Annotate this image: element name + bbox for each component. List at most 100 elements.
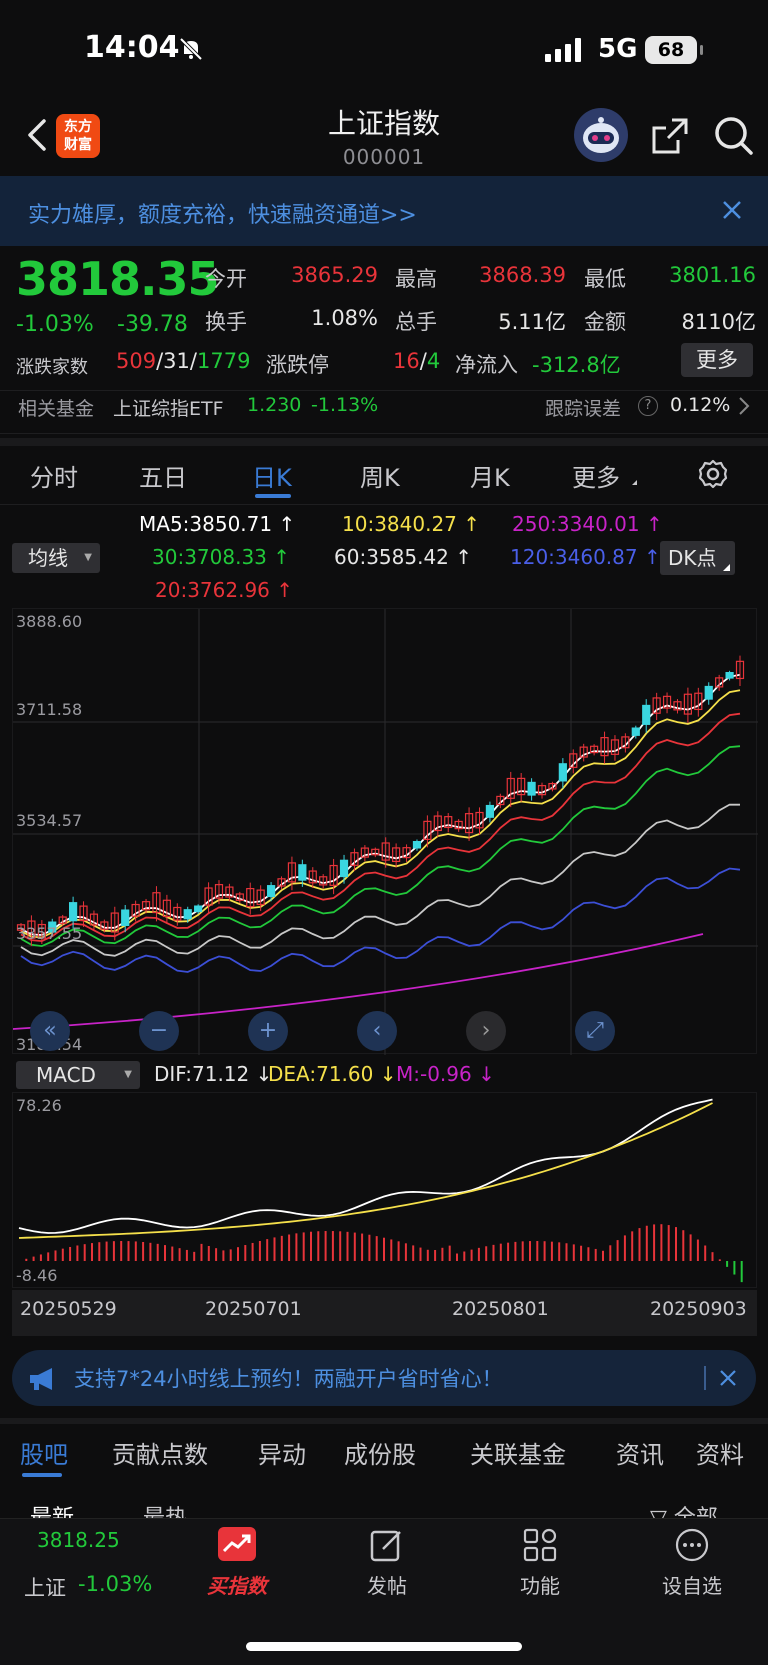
volume-value: 5.11亿 (498, 310, 566, 334)
more-dots-icon[interactable] (674, 1527, 710, 1563)
limit-values: 16/4 (393, 349, 441, 373)
tracking-label: 跟踪误差 (545, 398, 622, 420)
share-icon[interactable] (650, 116, 690, 156)
promo-banner[interactable] (12, 1350, 756, 1406)
active-tab-indicator (255, 494, 291, 498)
assistant-robot-icon[interactable] (574, 108, 628, 162)
ma30-value: 30:3708.33 ↑ (152, 545, 291, 569)
tab-monthly-k[interactable]: 月K (470, 464, 510, 492)
chevron-right-icon[interactable] (738, 396, 750, 416)
candle (371, 848, 380, 856)
tracking-value: 0.12% (670, 394, 731, 416)
tab-more[interactable]: 更多 (572, 464, 620, 492)
scroll-left-fast-icon[interactable]: « (30, 1011, 70, 1051)
tab-related-funds[interactable]: 关联基金 (470, 1441, 566, 1469)
ma30-line (20, 745, 741, 948)
kline-chart[interactable] (12, 608, 758, 1055)
divider (0, 504, 768, 505)
zoom-out-icon[interactable]: − (139, 1011, 179, 1051)
buy-index-button[interactable]: 买指数 (207, 1574, 267, 1598)
ma60-line (20, 803, 741, 957)
candle (266, 885, 276, 898)
candle (590, 745, 599, 754)
related-fund-row[interactable] (0, 390, 768, 434)
candle (579, 746, 588, 758)
candle (298, 864, 307, 881)
macd-dif: DIF:71.12 ↓ (154, 1062, 273, 1086)
tab-weekly-k[interactable]: 周K (360, 464, 400, 492)
close-icon[interactable] (718, 1368, 738, 1388)
add-watchlist-button[interactable]: 设自选 (662, 1574, 722, 1598)
ma-selector[interactable]: 均线 ▼ (12, 543, 100, 573)
candle (621, 736, 630, 749)
tab-contribution[interactable]: 贡献点数 (112, 1441, 208, 1469)
y-axis-label-top: 3888.60 (16, 612, 83, 631)
ad-banner[interactable] (0, 176, 768, 246)
ma120-line (20, 867, 741, 973)
y-axis-label: 3534.57 (16, 811, 83, 830)
ma60-value: 60:3585.42 ↑ (334, 545, 473, 569)
candle (256, 889, 265, 906)
fullscreen-icon[interactable]: ⤢ (575, 1011, 615, 1051)
date-label: 20250903 (650, 1298, 747, 1320)
open-label: 今开 (205, 267, 247, 291)
tab-movement[interactable]: 异动 (258, 1441, 306, 1469)
ma10-line (20, 689, 741, 939)
macd-chart[interactable] (12, 1092, 757, 1288)
candle (339, 859, 349, 878)
inflow-label: 净流入 (455, 353, 518, 377)
search-icon[interactable] (712, 114, 754, 156)
functions-button[interactable]: 功能 (520, 1574, 560, 1598)
tab-profile[interactable]: 资料 (696, 1441, 744, 1469)
ad-banner-text[interactable]: 实力雄厚，额度充裕，快速融资通道>> (28, 203, 417, 228)
candle (287, 862, 297, 883)
candle (277, 878, 286, 887)
tab-five-day[interactable]: 五日 (139, 464, 187, 492)
fund-name[interactable]: 上证综指ETF (113, 398, 224, 420)
indicator-selector[interactable]: MACD ▼ (16, 1061, 140, 1089)
scroll-right-icon[interactable]: › (466, 1011, 506, 1051)
date-label: 20250529 (20, 1298, 117, 1320)
close-icon[interactable] (720, 198, 744, 222)
date-label: 20250801 (452, 1298, 549, 1320)
more-button[interactable]: 更多 (681, 343, 753, 377)
candle (527, 781, 536, 796)
fund-pct: -1.13% (311, 394, 379, 416)
divider (0, 438, 768, 446)
candle (662, 695, 672, 709)
turnover-label: 换手 (205, 310, 247, 334)
post-icon[interactable] (369, 1527, 405, 1563)
functions-grid-icon[interactable] (522, 1527, 558, 1563)
candle (141, 901, 151, 911)
post-button[interactable]: 发帖 (367, 1574, 407, 1598)
buy-index-icon[interactable] (218, 1527, 256, 1561)
help-icon[interactable]: ? (638, 396, 658, 416)
tab-guba[interactable]: 股吧 (20, 1441, 68, 1469)
promo-text[interactable]: 支持7*24小时线上预约！两融开户省时省心！ (74, 1367, 503, 1391)
candle (162, 899, 171, 918)
dk-point-button[interactable]: DK点 (660, 541, 735, 575)
back-icon[interactable] (24, 115, 50, 155)
date-label: 20250701 (205, 1298, 302, 1320)
stock-code: 000001 (342, 145, 426, 169)
scroll-left-icon[interactable]: ‹ (357, 1011, 397, 1051)
candle (214, 884, 224, 899)
divider (0, 1418, 768, 1424)
tab-news[interactable]: 资讯 (616, 1441, 664, 1469)
fund-price: 1.230 (247, 394, 302, 416)
change-percent: -1.03% (16, 312, 94, 337)
ma250-line (12, 933, 704, 1030)
bottom-toolbar (0, 1518, 768, 1665)
fund-label: 相关基金 (18, 398, 95, 420)
tab-daily-k[interactable]: 日K (252, 464, 292, 492)
settings-gear-icon[interactable] (697, 458, 729, 490)
macd-axis-bottom: -8.46 (16, 1266, 58, 1285)
low-value: 3801.16 (669, 263, 756, 287)
macd-m: M:-0.96 ↓ (396, 1062, 495, 1086)
active-tab-indicator (22, 1473, 62, 1477)
candle (235, 893, 244, 901)
bottom-index-price: 3818.25 (37, 1528, 120, 1552)
tab-intraday[interactable]: 分时 (30, 464, 78, 492)
tab-constituents[interactable]: 成份股 (344, 1441, 416, 1469)
zoom-in-icon[interactable]: + (248, 1011, 288, 1051)
